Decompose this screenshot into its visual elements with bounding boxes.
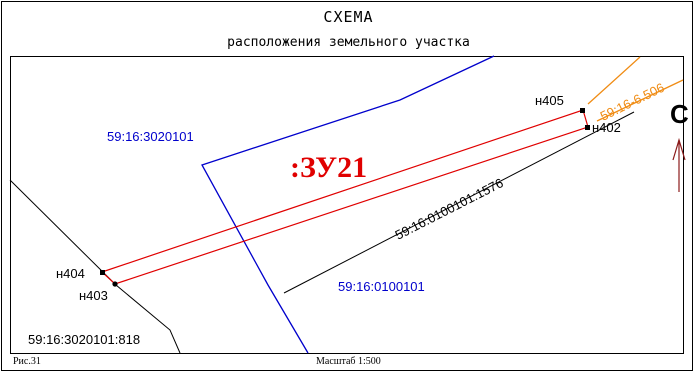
point-n403-label: н403	[79, 288, 108, 303]
quarter-label-bottom: 59:16:0100101	[338, 279, 425, 294]
boundary-line-left	[9, 179, 181, 354]
quarter-label-top: 59:16:3020101	[107, 129, 194, 144]
scheme-title: СХЕМА	[323, 8, 374, 26]
parcel-label: :ЗУ21	[290, 151, 367, 184]
point-n403-marker	[112, 281, 118, 287]
scheme-subtitle: расположения земельного участка	[227, 35, 470, 50]
point-n404-label: н404	[56, 266, 85, 281]
orange-parcel-boundary	[587, 56, 684, 122]
quarter-boundary	[201, 55, 495, 354]
figure-caption: Рис.31	[13, 356, 41, 367]
parcel-818-label: 59:16:3020101:818	[28, 332, 140, 347]
parcel-1576-label: 59:16:0100101:1576	[393, 175, 506, 243]
north-arrow-head	[672, 137, 686, 161]
point-n405-marker	[580, 108, 585, 113]
boundary-line-parcel-1576	[283, 111, 635, 294]
map-window-border	[10, 56, 684, 354]
north-label: С	[670, 99, 689, 129]
scale-caption: Масштаб 1:500	[316, 356, 381, 367]
point-n404-marker	[100, 270, 105, 275]
point-n402-marker	[585, 125, 590, 130]
point-n405-label: н405	[535, 93, 564, 108]
point-n402-label: н402	[592, 120, 621, 135]
